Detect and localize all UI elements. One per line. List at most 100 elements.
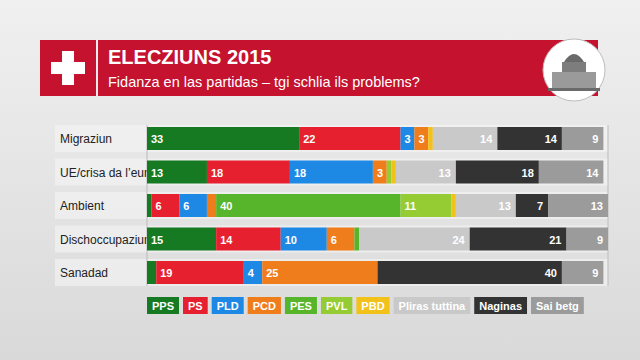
bar-segment — [216, 228, 281, 251]
data-label: 9 — [592, 133, 598, 145]
legend-label: PPS — [152, 300, 174, 312]
legend-swatch — [248, 297, 281, 314]
legend-label: PCD — [253, 300, 276, 312]
bar-segment — [147, 261, 156, 284]
bar-segment — [562, 261, 603, 284]
legend-label: Naginas — [479, 300, 522, 312]
subtitle: Fidanza en las partidas – tgi schlia ils… — [108, 74, 420, 90]
data-label: 15 — [151, 234, 163, 246]
data-labels: 3322331414913181831318146640111371315141… — [151, 133, 603, 279]
legend-item: PES — [285, 297, 317, 314]
data-label: 6 — [156, 200, 162, 212]
legend-item: Pliras tuttina — [394, 297, 471, 314]
data-label: 14 — [545, 133, 558, 145]
legend-label: PES — [290, 300, 312, 312]
bar-segment — [354, 228, 359, 251]
data-label: 13 — [499, 200, 511, 212]
bar-segment — [290, 161, 373, 184]
bar-segment — [327, 228, 355, 251]
data-label: 40 — [220, 200, 232, 212]
data-label: 10 — [285, 234, 297, 246]
bar-segment — [456, 194, 516, 217]
data-label: 18 — [294, 167, 306, 179]
bar-segment — [539, 161, 604, 184]
data-label: 40 — [545, 267, 557, 279]
bar-segment — [207, 194, 216, 217]
bar-segment — [373, 161, 387, 184]
category-label: Migraziun — [60, 132, 112, 146]
legend-swatch — [212, 297, 244, 314]
data-label: 13 — [439, 167, 451, 179]
legend-item: PLD — [212, 297, 244, 314]
legend-item: PBD — [356, 297, 389, 314]
bar-segment — [391, 161, 396, 184]
row-panel — [55, 226, 608, 253]
icon-building — [562, 62, 586, 72]
icon-base — [548, 88, 600, 91]
data-label: 22 — [303, 133, 315, 145]
bar-segment — [179, 194, 207, 217]
bar-segment — [216, 194, 400, 217]
bar-segment — [147, 194, 152, 217]
row-panel — [55, 159, 608, 186]
data-label: 13 — [151, 167, 163, 179]
bar-segment — [147, 127, 299, 150]
bar-segment — [147, 228, 216, 251]
bar-segment — [451, 194, 456, 217]
row-panel — [55, 192, 608, 219]
data-label: 19 — [160, 267, 172, 279]
bar-segment — [387, 161, 392, 184]
category-label: Dischoccupaziun — [60, 233, 151, 247]
legend-label: PVL — [326, 300, 348, 312]
category-label: Sanadad — [60, 266, 108, 280]
icon-dome — [564, 54, 584, 62]
legend-label: Pliras tuttina — [399, 300, 467, 312]
bar-segment — [562, 127, 603, 150]
data-label: 18 — [522, 167, 534, 179]
title: ELECZIUNS 2015 — [108, 46, 271, 68]
flag-cross — [51, 62, 85, 74]
legend-swatch — [531, 297, 584, 314]
bar-segment — [396, 161, 456, 184]
data-label: 7 — [537, 200, 543, 212]
legend-swatch — [356, 297, 389, 314]
bar-segment — [207, 161, 290, 184]
legend-label: PBD — [361, 300, 384, 312]
legend-swatch — [285, 297, 317, 314]
bar-segment — [156, 261, 244, 284]
row-panel — [55, 259, 608, 286]
bar-segment — [401, 127, 415, 150]
legend-label: PS — [188, 300, 203, 312]
data-label: 4 — [248, 267, 255, 279]
row-panel — [55, 125, 608, 152]
data-label: 3 — [418, 133, 424, 145]
data-label: 13 — [591, 200, 603, 212]
data-label: 6 — [331, 234, 337, 246]
legend-label: PLD — [217, 300, 239, 312]
icon-building — [552, 72, 596, 88]
bars — [147, 127, 608, 284]
legend-swatch — [321, 297, 352, 314]
bar-segment — [548, 194, 608, 217]
bar-segment — [244, 261, 262, 284]
legend-swatch — [474, 297, 527, 314]
legend-item: PVL — [321, 297, 352, 314]
data-label: 6 — [183, 200, 189, 212]
legend-item: PS — [183, 297, 208, 314]
data-label: 14 — [480, 133, 493, 145]
bar-segment — [433, 127, 498, 150]
data-label: 14 — [220, 234, 233, 246]
chart: ELECZIUNS 2015 Fidanza en las partidas – … — [0, 0, 640, 360]
bar-segment — [456, 161, 539, 184]
data-label: 24 — [452, 234, 465, 246]
legend-item: PPS — [147, 297, 179, 314]
legend-item: Naginas — [474, 297, 527, 314]
data-label: 18 — [211, 167, 223, 179]
bar-segment — [414, 127, 428, 150]
bar-segment — [359, 228, 470, 251]
icon-circle — [543, 39, 605, 101]
legend-swatch — [394, 297, 471, 314]
data-label: 33 — [151, 133, 163, 145]
bar-segment — [567, 228, 608, 251]
legend-item: Sai betg — [531, 297, 584, 314]
